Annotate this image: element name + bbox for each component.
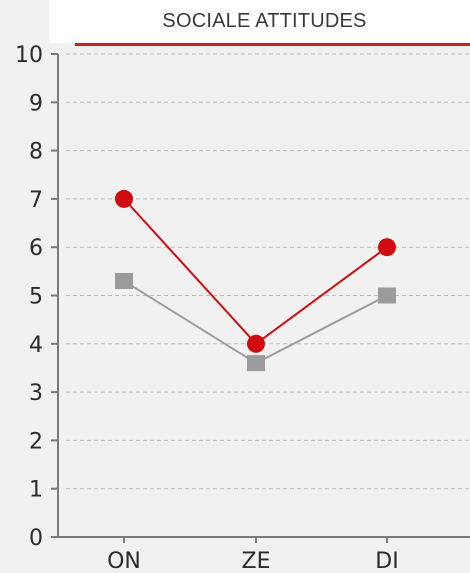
y-tick-label: 1 <box>29 478 43 503</box>
data-point-square <box>247 355 265 372</box>
data-point-square <box>378 287 396 304</box>
data-point-circle <box>378 238 396 257</box>
y-tick-label: 6 <box>29 236 43 261</box>
y-tick-label: 8 <box>29 140 43 165</box>
chart-title-box: SOCIALE ATTITUDES <box>49 0 470 43</box>
series-line <box>123 198 388 346</box>
data-point-circle <box>115 189 133 208</box>
x-tick-label: ZE <box>242 549 271 573</box>
x-tick-label: ON <box>107 549 141 573</box>
y-tick-label: 0 <box>29 526 43 551</box>
data-point-circle <box>247 334 265 353</box>
y-tick-label: 10 <box>15 43 43 68</box>
y-tick-label: 2 <box>29 429 43 454</box>
x-tick-label: DI <box>375 549 398 573</box>
y-tick-label: 7 <box>29 188 43 213</box>
data-point-square <box>115 273 133 290</box>
y-tick-label: 4 <box>29 333 43 358</box>
title-underline <box>75 43 470 46</box>
y-tick-label: 3 <box>29 381 43 406</box>
chart-title: SOCIALE ATTITUDES <box>162 10 367 32</box>
y-tick-label: 9 <box>29 91 43 116</box>
y-tick-label: 5 <box>29 285 43 310</box>
